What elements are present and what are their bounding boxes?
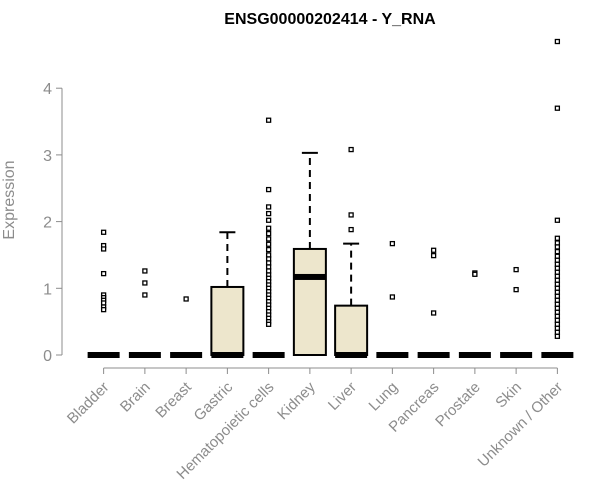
outlier-point — [554, 333, 561, 339]
box-group — [334, 146, 369, 358]
outlier-point — [265, 210, 272, 217]
median-line — [417, 352, 450, 358]
outlier-point — [265, 204, 272, 210]
y-tick-label: 1 — [43, 281, 52, 298]
y-axis-label: Expression — [1, 160, 18, 239]
y-tick-label: 0 — [43, 348, 52, 365]
outlier-point — [265, 217, 272, 223]
x-tick-label: Liver — [325, 379, 360, 414]
median-line — [458, 352, 491, 358]
outlier-point — [265, 117, 272, 123]
outlier-point — [183, 296, 189, 302]
outlier-point — [472, 271, 478, 277]
box-group — [292, 151, 327, 357]
outlier-point — [265, 241, 272, 247]
y-tick-label: 3 — [43, 148, 52, 165]
box-group — [170, 296, 203, 358]
outlier-point — [348, 146, 354, 153]
median-line — [170, 352, 203, 358]
outlier-point — [142, 280, 148, 286]
median-line — [376, 352, 409, 358]
median-line — [128, 352, 161, 358]
box — [210, 285, 245, 356]
x-tick-label: Prostate — [432, 379, 484, 431]
x-tick-label: Bladder — [64, 379, 113, 428]
outlier-point — [554, 217, 561, 223]
outlier-point — [100, 306, 107, 313]
y-tick-label: 4 — [43, 81, 52, 98]
x-tick-label: Kidney — [274, 378, 319, 423]
outlier-point — [348, 212, 354, 218]
box-group — [500, 266, 533, 358]
outlier-point — [430, 310, 437, 316]
median-line — [541, 352, 574, 358]
outlier-point — [389, 240, 396, 247]
outlier-point — [265, 236, 272, 242]
plot-area — [87, 38, 574, 358]
median-line — [500, 352, 533, 358]
x-tick-label: Breast — [152, 378, 195, 421]
x-tick-label: Brain — [117, 379, 154, 416]
box-group — [87, 229, 120, 358]
outlier-point — [100, 246, 107, 252]
outlier-point — [265, 321, 272, 327]
median-line — [293, 273, 326, 280]
outlier-point — [554, 244, 561, 250]
outlier-point — [554, 248, 561, 255]
y-axis: 0 1 2 3 4 — [43, 81, 63, 365]
outlier-point — [389, 294, 396, 300]
box-group — [541, 38, 574, 358]
box — [334, 304, 369, 356]
outlier-point — [348, 226, 354, 233]
median-line — [252, 352, 285, 358]
x-tick-label: Skin — [492, 379, 525, 412]
box-group — [210, 231, 245, 358]
outlier-point — [265, 246, 272, 253]
outlier-point — [513, 266, 519, 273]
median-line — [335, 352, 368, 358]
x-tick-label: Lung — [366, 379, 402, 415]
box-group — [458, 270, 491, 358]
box — [292, 247, 327, 357]
box-group — [252, 117, 285, 358]
box-group — [128, 268, 161, 358]
outlier-point — [142, 268, 148, 274]
box-group — [376, 240, 409, 358]
outlier-point — [554, 105, 561, 111]
outlier-point — [265, 225, 272, 231]
outlier-point — [265, 230, 272, 237]
y-tick-label: 2 — [43, 215, 52, 232]
outlier-point — [554, 235, 561, 241]
outlier-point — [430, 247, 437, 253]
outlier-point — [100, 270, 107, 277]
chart-title: ENSG00000202414 - Y_RNA — [224, 11, 436, 28]
outlier-point — [554, 38, 561, 45]
outlier-point — [430, 252, 437, 259]
median-line — [211, 352, 244, 358]
median-line — [87, 352, 120, 358]
outlier-point — [265, 186, 272, 193]
outlier-point — [513, 286, 519, 293]
outlier-point — [100, 229, 107, 235]
box-group — [417, 247, 450, 358]
outlier-point — [142, 292, 148, 298]
